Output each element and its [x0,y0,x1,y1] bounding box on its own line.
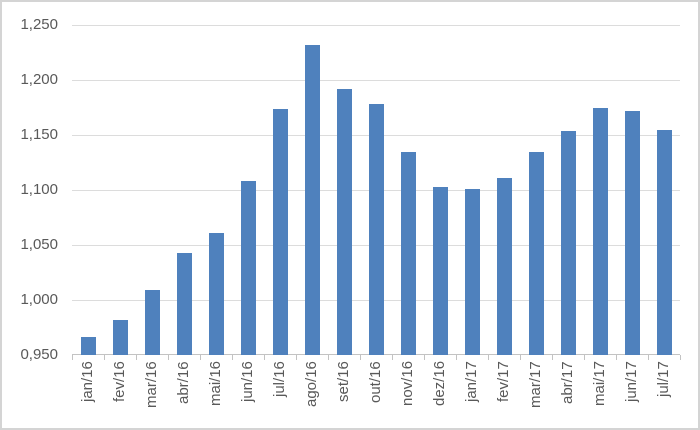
bar-nov-16 [400,151,416,355]
y-tick-label: 1,200 [20,71,58,88]
y-tick-label: 1,000 [20,291,58,308]
x-tick-label: mar/17 [527,361,544,408]
x-tick-label: jun/17 [623,361,640,402]
y-tick-label: 1,150 [20,126,58,143]
x-tick-label: set/16 [335,361,352,402]
x-tick-label: mai/16 [207,361,224,407]
plot-area [72,24,680,355]
x-axis-tick [391,355,393,360]
x-tick-label: jul/16 [271,361,288,397]
x-axis-tick [327,355,329,360]
x-tick-label: jun/16 [239,361,256,402]
y-tick-label: 1,050 [20,236,58,253]
x-tick-label: mar/16 [143,361,160,408]
x-axis-tick [647,355,649,360]
x-tick-label: ago/16 [303,361,320,407]
x-tick-label: nov/16 [399,361,416,407]
bar-mai-17 [592,107,608,355]
x-axis-tick [679,355,681,360]
x-axis-tick [263,355,265,360]
x-axis-tick [455,355,457,360]
y-tick-label: 1,100 [20,181,58,198]
bar-jul-16 [272,108,288,355]
x-tick-label: fev/16 [111,361,128,402]
bar-jul-17 [656,129,672,355]
bar-jan-17 [464,188,480,355]
x-axis-tick [167,355,169,360]
y-tick-label: 0,950 [20,346,58,363]
bar-mai-16 [208,232,224,355]
x-axis-tick [615,355,617,360]
x-axis-tick [423,355,425,360]
x-tick-label: jul/17 [655,361,672,397]
y-tick-label: 1,250 [20,16,58,33]
bar-abr-16 [176,252,192,355]
gridline [72,79,680,81]
bar-mar-16 [144,290,160,355]
gridline [72,24,680,26]
bar-jun-16 [240,181,256,355]
x-axis-tick [583,355,585,360]
bar-mar-17 [528,151,544,355]
x-axis-tick [135,355,137,360]
bar-jan-16 [80,337,96,355]
bar-abr-17 [560,130,576,355]
bar-fev-17 [496,177,512,355]
x-tick-label: abr/17 [559,361,576,404]
x-axis-tick [71,355,73,360]
bar-set-16 [336,88,352,355]
bar-out-16 [368,104,384,355]
x-tick-label: jan/16 [79,361,96,402]
x-axis-tick [487,355,489,360]
x-tick-label: fev/17 [495,361,512,402]
x-tick-label: abr/16 [175,361,192,404]
x-tick-label: out/16 [367,361,384,403]
x-axis-tick [551,355,553,360]
x-axis-tick [519,355,521,360]
bar-dez-16 [432,186,448,355]
x-axis-tick [231,355,233,360]
bar-ago-16 [304,44,320,355]
bar-jun-17 [624,110,640,355]
x-tick-label: dez/16 [431,361,448,407]
bar-fev-16 [112,319,128,355]
x-axis-tick [199,355,201,360]
x-axis-tick [359,355,361,360]
x-tick-label: jan/17 [463,361,480,402]
x-axis-tick [295,355,297,360]
x-tick-label: mai/17 [591,361,608,407]
x-axis-tick [103,355,105,360]
